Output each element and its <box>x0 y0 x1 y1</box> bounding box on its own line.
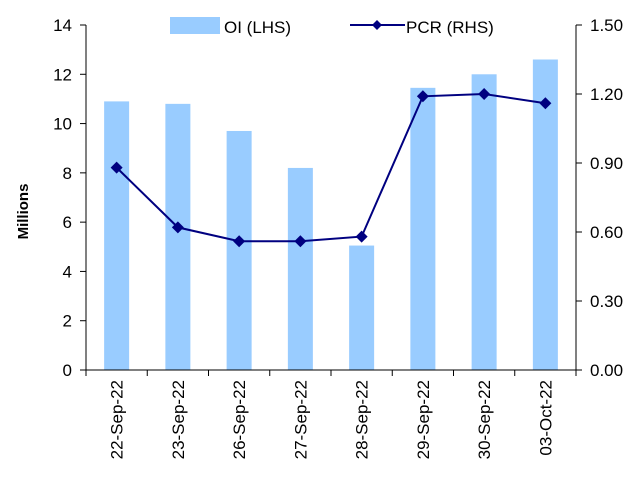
right-tick-label: 1.50 <box>590 16 623 35</box>
left-tick-label: 0 <box>63 361 72 380</box>
oi-bar-03-Oct-22 <box>532 59 558 370</box>
oi-bar-26-Sep-22 <box>226 130 252 370</box>
oi-bar-23-Sep-22 <box>165 103 191 370</box>
x-axis: 22-Sep-22 23-Sep-22 26-Sep-22 27-Sep-22 28-S… <box>85 369 577 459</box>
x-tick-label: 03-Oct-22 <box>536 380 555 456</box>
oi-bars <box>104 59 558 371</box>
pcr-line-path <box>115 92 546 243</box>
left-axis: 0 2 4 6 8 10 12 14 <box>53 16 87 380</box>
oi-bar-30-Sep-22 <box>471 74 497 371</box>
left-tick-label: 12 <box>53 65 72 84</box>
left-axis-title: Millions <box>15 184 32 240</box>
right-tick-label: 0.30 <box>590 292 623 311</box>
pcr-point-26-Sep-22 <box>233 235 246 248</box>
legend-oi-swatch <box>170 17 220 34</box>
right-axis: 0.00 0.30 0.60 0.90 1.20 1.50 <box>575 16 623 380</box>
pcr-point-29-Sep-22 <box>416 90 429 103</box>
pcr-point-22-Sep-22 <box>110 161 123 174</box>
oi-bar-27-Sep-22 <box>287 167 313 370</box>
x-tick-label: 27-Sep-22 <box>291 380 310 459</box>
pcr-point-28-Sep-22 <box>355 230 368 243</box>
x-tick-label: 26-Sep-22 <box>230 380 249 459</box>
x-tick-label: 28-Sep-22 <box>353 380 372 459</box>
legend-pcr-marker <box>372 20 382 30</box>
legend-oi-label: OI (LHS) <box>224 18 291 37</box>
left-tick-label: 14 <box>53 16 72 35</box>
pcr-point-03-Oct-22 <box>539 97 552 110</box>
x-tick-label: 30-Sep-22 <box>475 380 494 459</box>
right-tick-label: 0.90 <box>590 154 623 173</box>
pcr-point-27-Sep-22 <box>294 235 307 248</box>
legend: OI (LHS) PCR (RHS) <box>170 17 494 37</box>
right-tick-label: 0.00 <box>590 361 623 380</box>
x-tick-label: 29-Sep-22 <box>414 380 433 459</box>
oi-bar-28-Sep-22 <box>349 245 375 370</box>
left-tick-label: 2 <box>63 312 72 331</box>
left-tick-label: 10 <box>53 115 72 134</box>
x-tick-label: 22-Sep-22 <box>108 380 127 459</box>
oi-bar-22-Sep-22 <box>104 101 130 371</box>
left-tick-label: 6 <box>63 213 72 232</box>
oi-bar-29-Sep-22 <box>410 87 436 370</box>
pcr-point-23-Sep-22 <box>171 221 184 234</box>
pcr-line-series <box>110 88 552 248</box>
x-tick-label: 23-Sep-22 <box>169 380 188 459</box>
left-tick-label: 8 <box>63 164 72 183</box>
legend-pcr-label: PCR (RHS) <box>406 18 494 37</box>
right-tick-label: 0.60 <box>590 223 623 242</box>
pcr-point-30-Sep-22 <box>478 88 491 100</box>
right-tick-label: 1.20 <box>590 85 623 104</box>
left-tick-label: 4 <box>63 262 72 281</box>
